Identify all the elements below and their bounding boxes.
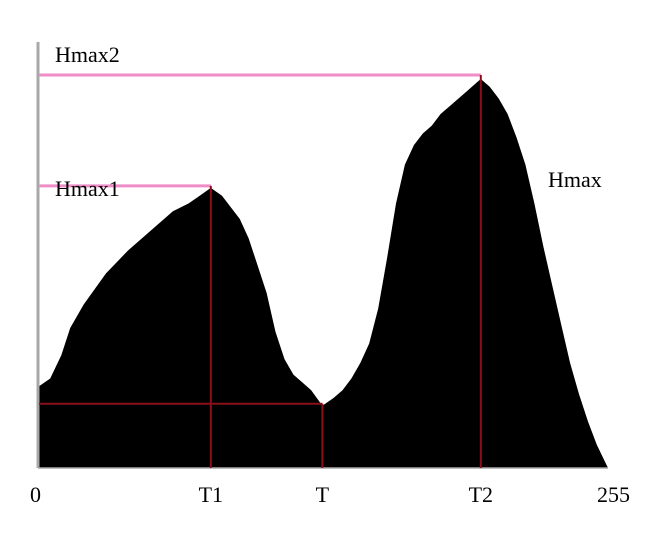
hmax-label: Hmax — [548, 167, 602, 192]
hmax1-label: Hmax1 — [55, 176, 120, 201]
x-tick-t: T — [316, 482, 330, 507]
x-tick-0: 0 — [30, 482, 41, 507]
hmax2-label: Hmax2 — [55, 42, 120, 67]
x-tick-255: 255 — [597, 482, 630, 507]
x-tick-t2: T2 — [469, 482, 493, 507]
x-tick-t1: T1 — [199, 482, 223, 507]
histogram-area — [39, 79, 608, 468]
